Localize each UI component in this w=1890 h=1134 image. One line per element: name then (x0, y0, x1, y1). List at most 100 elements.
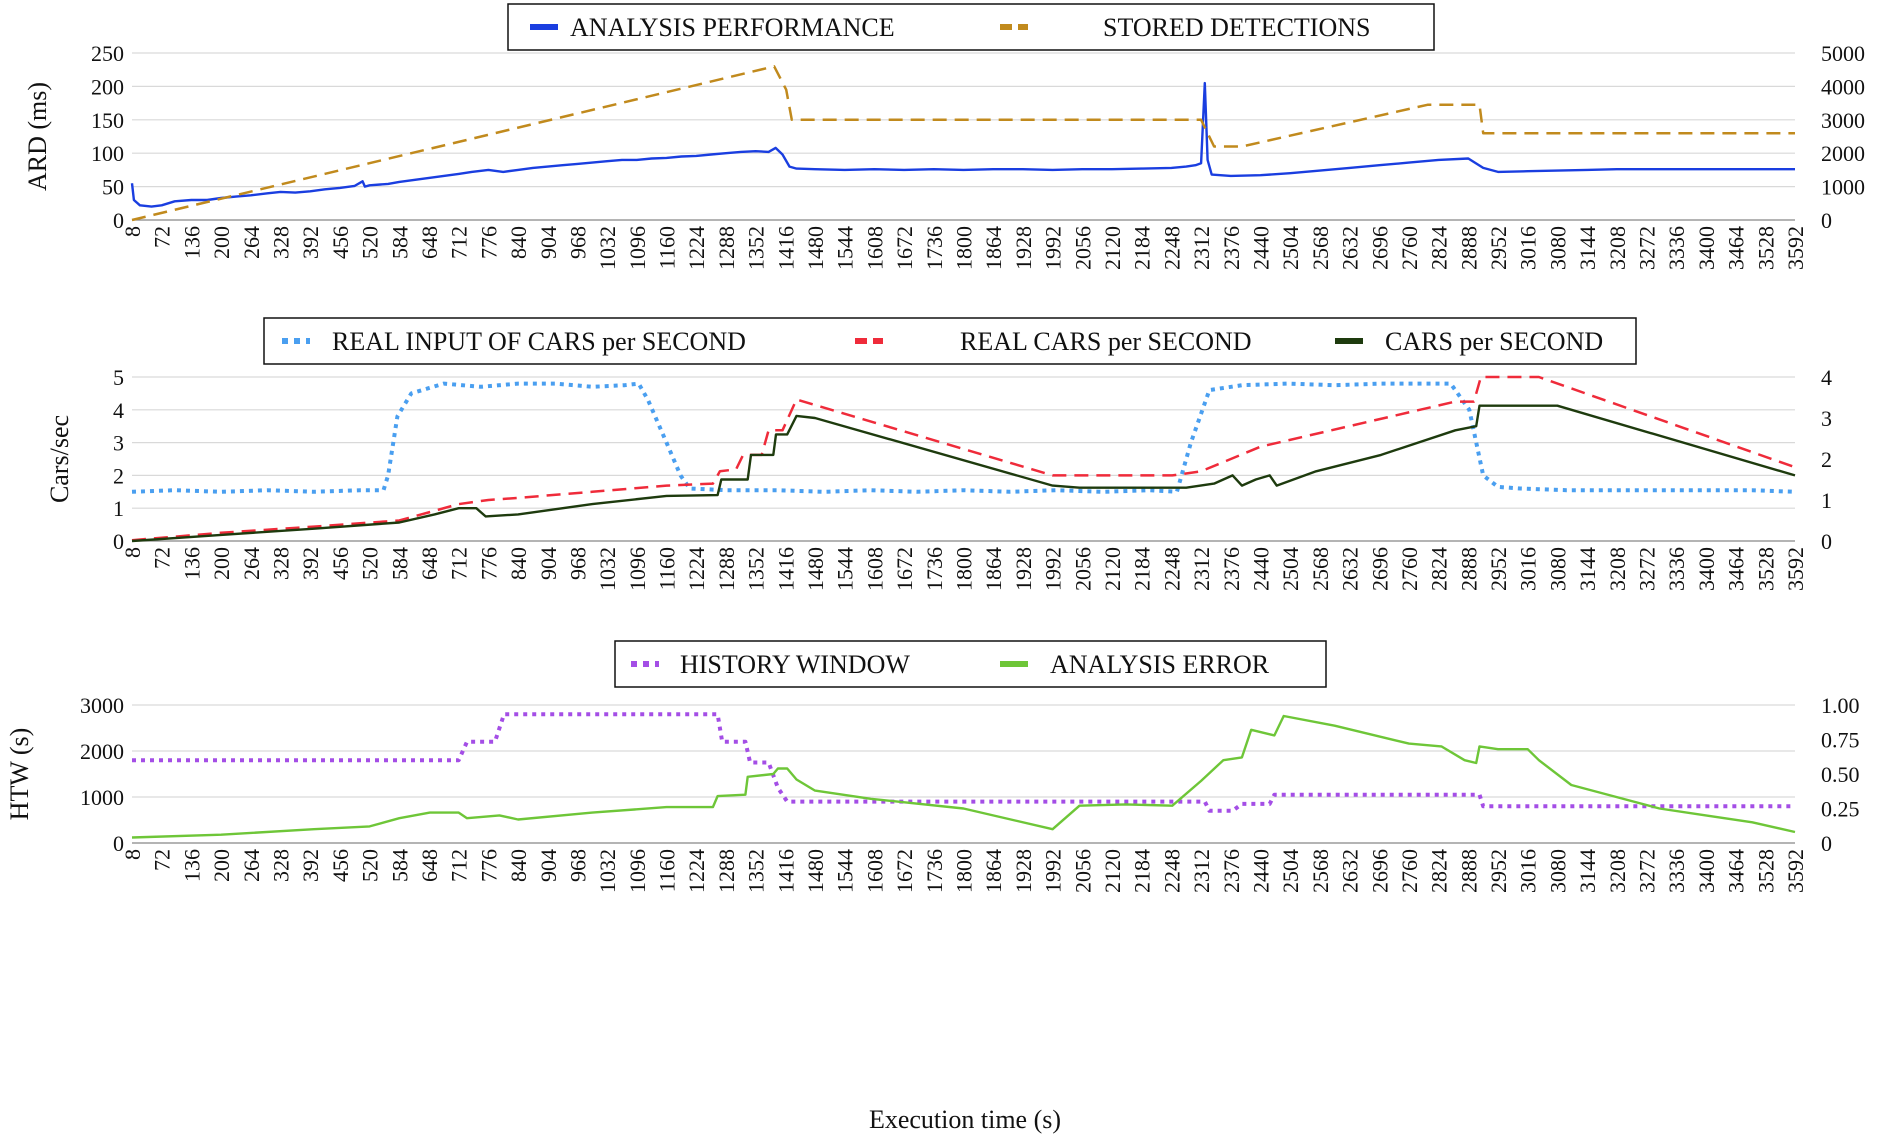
y-tick-label: 50 (102, 175, 124, 200)
x-tick-label: 3080 (1545, 849, 1570, 893)
x-tick-label: 1224 (684, 547, 709, 591)
x-tick-label: 2312 (1189, 226, 1214, 270)
x-tick-label: 840 (506, 849, 531, 882)
x-tick-label: 3400 (1694, 226, 1719, 270)
x-tick-label: 1224 (684, 849, 709, 893)
x-tick-label: 1096 (625, 226, 650, 270)
x-tick-label: 2888 (1456, 547, 1481, 591)
x-tick-label: 2312 (1189, 547, 1214, 591)
y-tick-label: 4 (113, 398, 124, 423)
x-tick-label: 328 (268, 226, 293, 259)
x-tick-label: 3208 (1605, 226, 1630, 270)
x-tick-label: 136 (179, 849, 204, 882)
x-tick-label: 1992 (1041, 849, 1066, 893)
x-tick-label: 1864 (981, 547, 1006, 591)
x-tick-label: 1288 (714, 849, 739, 893)
x-tick-label: 2056 (1070, 849, 1095, 893)
y2-tick-label: 2000 (1821, 141, 1865, 166)
x-tick-label: 3144 (1575, 849, 1600, 893)
x-tick-label: 3208 (1605, 849, 1630, 893)
y2-tick-label: 0.75 (1821, 728, 1860, 753)
y2-tick-label: 3 (1821, 406, 1832, 431)
legend-label: ANALYSIS ERROR (1050, 650, 1270, 679)
x-tick-label: 2952 (1486, 547, 1511, 591)
x-tick-label: 2440 (1248, 547, 1273, 591)
y2-tick-label: 4 (1821, 365, 1832, 390)
x-tick-label: 1544 (833, 547, 858, 591)
x-tick-label: 200 (209, 226, 234, 259)
x-tick-label: 2568 (1308, 849, 1333, 893)
x-tick-label: 3272 (1635, 226, 1660, 270)
x-tick-label: 904 (536, 547, 561, 580)
x-tick-label: 2824 (1427, 226, 1452, 270)
x-axis-title: Execution time (s) (869, 1105, 1061, 1134)
x-tick-label: 840 (506, 226, 531, 259)
x-tick-label: 648 (417, 226, 442, 259)
y-tick-label: 1000 (80, 785, 124, 810)
x-tick-label: 1352 (744, 849, 769, 893)
x-tick-label: 2568 (1308, 547, 1333, 591)
x-tick-label: 8 (120, 226, 145, 237)
x-tick-label: 1928 (1011, 849, 1036, 893)
x-tick-label: 2312 (1189, 849, 1214, 893)
x-tick-label: 2632 (1338, 849, 1363, 893)
x-tick-label: 3528 (1753, 547, 1778, 591)
x-tick-label: 136 (179, 226, 204, 259)
x-tick-label: 2440 (1248, 226, 1273, 270)
y2-tick-label: 5000 (1821, 41, 1865, 66)
legend-label: REAL INPUT OF CARS per SECOND (332, 327, 746, 356)
x-tick-label: 3400 (1694, 547, 1719, 591)
series-line (131, 404, 1796, 543)
x-tick-label: 648 (417, 547, 442, 580)
x-tick-label: 2760 (1397, 547, 1422, 591)
x-tick-label: 2248 (1159, 226, 1184, 270)
x-tick-label: 1032 (595, 547, 620, 591)
x-tick-label: 200 (209, 547, 234, 580)
y2-tick-label: 0 (1821, 529, 1832, 554)
x-tick-label: 840 (506, 547, 531, 580)
x-tick-label: 904 (536, 849, 561, 882)
x-tick-label: 2696 (1367, 849, 1392, 893)
y-axis-title: Cars/sec (45, 415, 74, 503)
x-tick-label: 3016 (1516, 547, 1541, 591)
legend-box (614, 640, 1327, 688)
x-tick-label: 2376 (1219, 547, 1244, 591)
x-tick-label: 3528 (1753, 226, 1778, 270)
x-tick-label: 392 (298, 226, 323, 259)
x-tick-label: 3208 (1605, 547, 1630, 591)
y-tick-label: 2000 (80, 739, 124, 764)
legend-box (263, 317, 1637, 365)
x-tick-label: 2184 (1130, 226, 1155, 270)
x-tick-label: 776 (476, 226, 501, 259)
x-tick-label: 712 (447, 226, 472, 259)
y-tick-label: 1 (113, 496, 124, 521)
x-tick-label: 264 (239, 849, 264, 882)
x-tick-label: 520 (358, 226, 383, 259)
legend-label: STORED DETECTIONS (1103, 13, 1370, 42)
x-tick-label: 1800 (952, 547, 977, 591)
x-tick-label: 2184 (1130, 849, 1155, 893)
x-tick-label: 3336 (1664, 547, 1689, 591)
x-tick-label: 1480 (803, 547, 828, 591)
x-tick-label: 3272 (1635, 547, 1660, 591)
x-tick-label: 2952 (1486, 226, 1511, 270)
y2-tick-label: 2 (1821, 447, 1832, 472)
x-tick-label: 1288 (714, 547, 739, 591)
x-tick-label: 1544 (833, 849, 858, 893)
x-tick-label: 968 (565, 226, 590, 259)
series-line (131, 714, 1796, 839)
y2-tick-label: 0 (1821, 208, 1832, 233)
x-tick-label: 3528 (1753, 849, 1778, 893)
x-tick-label: 3080 (1545, 547, 1570, 591)
x-tick-label: 3144 (1575, 547, 1600, 591)
x-tick-label: 1032 (595, 849, 620, 893)
x-tick-label: 2056 (1070, 226, 1095, 270)
x-tick-label: 1864 (981, 849, 1006, 893)
x-tick-label: 584 (387, 849, 412, 882)
x-tick-label: 3016 (1516, 226, 1541, 270)
x-tick-label: 1352 (744, 547, 769, 591)
x-tick-label: 1224 (684, 226, 709, 270)
x-tick-label: 1672 (892, 226, 917, 270)
x-tick-label: 136 (179, 547, 204, 580)
